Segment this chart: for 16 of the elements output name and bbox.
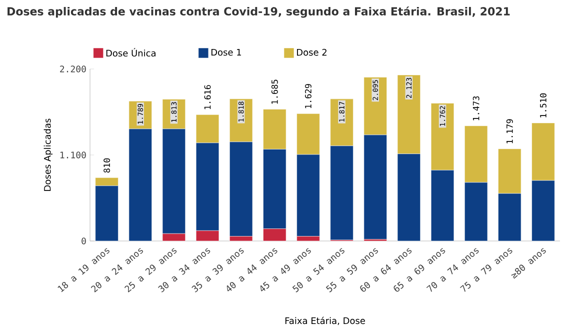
total-label: 1.616 — [204, 85, 211, 110]
total-label: 1.685 — [271, 80, 278, 104]
y-tick-label: 1.100 — [60, 152, 86, 158]
total-label: 1.510 — [540, 93, 546, 118]
y-axis-title: Doses Aplicadas — [44, 118, 53, 191]
chart-title: Doses aplicadas de vacinas contra Covid-19, segundo a Faixa Etária. Brasil, 2021 — [8, 6, 510, 18]
total-label: 1.179 — [506, 119, 513, 144]
total-label: 810 — [104, 158, 110, 173]
total-label: 1.629 — [305, 84, 312, 108]
x-axis-title: Faixa Etária, Dose — [285, 316, 365, 326]
legend-label: Dose 1 — [211, 48, 241, 56]
y-tick-label: 0 — [82, 238, 86, 244]
y-tick-label: 2.200 — [60, 66, 86, 72]
legend-label: Dose Única — [106, 48, 156, 57]
total-label: 1.473 — [472, 96, 480, 120]
legend-label: Dose 2 — [297, 48, 326, 56]
